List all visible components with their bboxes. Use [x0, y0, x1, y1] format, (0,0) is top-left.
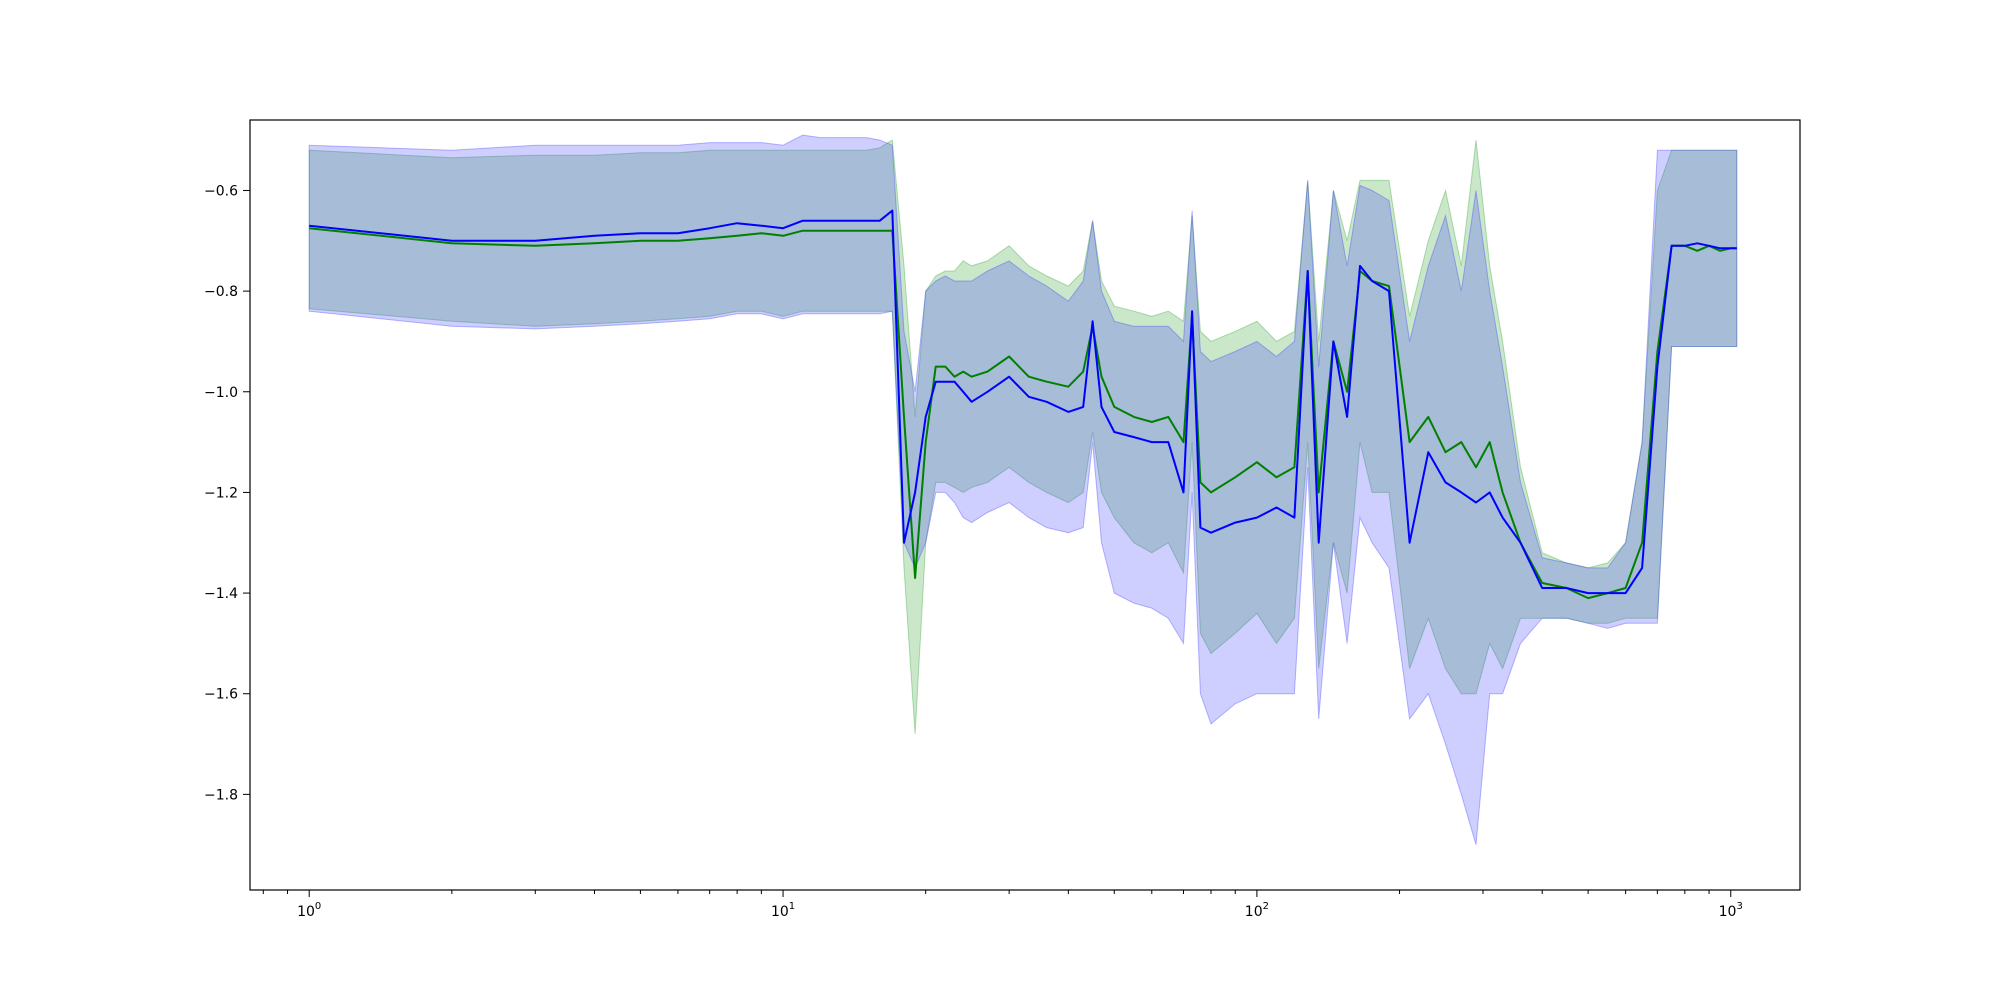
y-axis: −0.6 −0.8 −1.0 −1.2 −1.4 −1.6 −1.8	[204, 183, 250, 803]
y-tick-label: −1.4	[204, 586, 238, 602]
series-lines	[309, 209, 1737, 600]
x-tick-label: 101	[771, 901, 795, 920]
x-tick-label: 102	[1245, 901, 1269, 920]
x-axis: 100 101 102 103	[262, 890, 1743, 920]
y-tick-label: −1.2	[204, 485, 238, 501]
y-tick-label: −1.6	[204, 687, 238, 703]
confidence-bands	[308, 134, 1738, 845]
series-1-band	[308, 134, 1738, 845]
x-tick-label: 103	[1719, 901, 1743, 920]
y-tick-label: −1.0	[204, 385, 238, 401]
y-tick-label: −0.8	[204, 284, 238, 300]
x-tick-label: 100	[297, 901, 321, 920]
plot-frame	[249, 119, 1801, 891]
y-tick-label: −1.8	[204, 787, 238, 803]
y-tick-label: −0.6	[204, 183, 238, 199]
series-1-line	[309, 209, 1737, 595]
series-0-band	[308, 139, 1738, 735]
